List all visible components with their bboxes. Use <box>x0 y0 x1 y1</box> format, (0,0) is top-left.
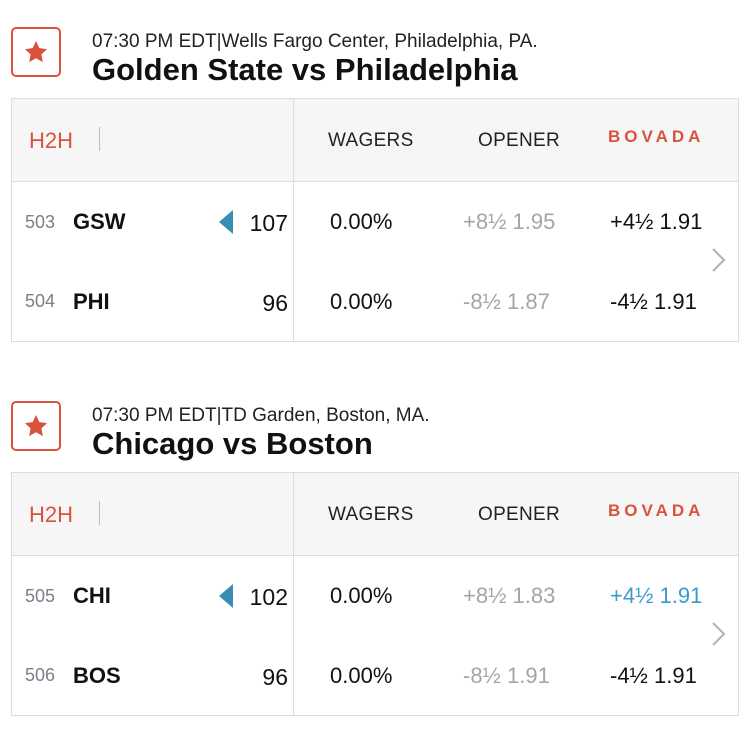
triangle-left-icon <box>219 210 233 234</box>
opener-header: OPENER <box>478 130 561 151</box>
rotation-number: 506 <box>25 665 56 685</box>
game-card-2: 07:30 PM EDT|TD Garden, Boston, MA. Chic… <box>0 374 750 716</box>
h2h-tab[interactable]: H2H <box>29 128 74 153</box>
opener-line: +8½ 1.83 <box>463 583 556 608</box>
game-title: Golden State vs Philadelphia <box>92 52 518 87</box>
wagers-header: WAGERS <box>328 130 414 151</box>
opener-header: OPENER <box>478 504 561 525</box>
team-abbr: GSW <box>73 209 126 234</box>
divider <box>99 127 100 151</box>
game-title: Chicago vs Boston <box>92 426 373 461</box>
chevron-right-icon[interactable] <box>710 621 728 647</box>
book-line[interactable]: -4½ 1.91 <box>610 289 697 314</box>
h2h-tab[interactable]: H2H <box>29 502 74 527</box>
column-divider <box>293 473 294 715</box>
sportsbook-logo: BOVADA <box>608 501 705 520</box>
team-score: 96 <box>262 664 288 690</box>
game-header: 07:30 PM EDT|Wells Fargo Center, Philade… <box>0 0 750 98</box>
opener-line: -8½ 1.91 <box>463 663 550 688</box>
opener-line: +8½ 1.95 <box>463 209 556 234</box>
triangle-left-icon <box>219 584 233 608</box>
book-line[interactable]: -4½ 1.91 <box>610 663 697 688</box>
rotation-number: 504 <box>25 291 56 311</box>
game-time-venue: 07:30 PM EDT|TD Garden, Boston, MA. <box>92 405 430 426</box>
star-icon <box>24 40 48 63</box>
column-divider <box>293 99 294 341</box>
team-abbr: PHI <box>73 289 110 314</box>
rotation-number: 505 <box>25 586 56 606</box>
star-icon <box>24 414 48 437</box>
opener-line: -8½ 1.87 <box>463 289 550 314</box>
team-score: 102 <box>249 584 288 610</box>
odds-table: H2H WAGERS OPENER BOVADA 505 CHI 102 0.0… <box>11 472 739 716</box>
odds-table-header: H2H WAGERS OPENER BOVADA <box>12 473 738 556</box>
team-abbr: CHI <box>73 583 111 608</box>
book-line[interactable]: +4½ 1.91 <box>610 209 703 234</box>
chevron-right-icon[interactable] <box>710 247 728 273</box>
team-abbr: BOS <box>73 663 121 688</box>
wager-pct: 0.00% <box>330 209 393 234</box>
divider <box>99 501 100 525</box>
sportsbook-logo: BOVADA <box>608 127 705 146</box>
game-time-venue: 07:30 PM EDT|Wells Fargo Center, Philade… <box>92 31 538 52</box>
favorite-button[interactable] <box>11 27 61 77</box>
rotation-number: 503 <box>25 212 56 232</box>
game-header: 07:30 PM EDT|TD Garden, Boston, MA. Chic… <box>0 374 750 472</box>
wager-pct: 0.00% <box>330 289 393 314</box>
odds-table-header: H2H WAGERS OPENER BOVADA <box>12 99 738 182</box>
favorite-button[interactable] <box>11 401 61 451</box>
wager-pct: 0.00% <box>330 663 393 688</box>
game-card-1: 07:30 PM EDT|Wells Fargo Center, Philade… <box>0 0 750 342</box>
team-score: 96 <box>262 290 288 316</box>
odds-table: H2H WAGERS OPENER BOVADA 503 GSW 107 0.0… <box>11 98 739 342</box>
book-line[interactable]: +4½ 1.91 <box>610 583 703 608</box>
wagers-header: WAGERS <box>328 504 414 525</box>
team-score: 107 <box>249 210 288 236</box>
wager-pct: 0.00% <box>330 583 393 608</box>
